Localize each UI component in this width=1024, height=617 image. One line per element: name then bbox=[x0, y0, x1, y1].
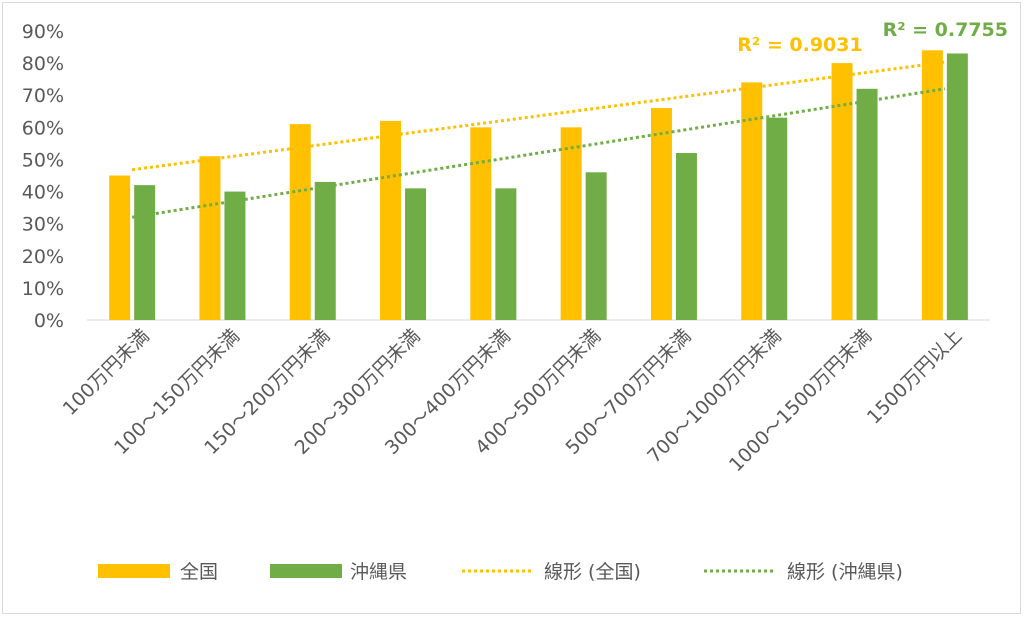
bar-okinawa bbox=[766, 117, 788, 320]
r2-label-okinawa: R² = 0.7755 bbox=[883, 19, 1008, 41]
y-tick-label: 80% bbox=[22, 53, 64, 75]
bar-okinawa bbox=[314, 181, 336, 320]
bar-national bbox=[199, 156, 221, 320]
legend-swatch bbox=[270, 564, 342, 578]
bar-okinawa bbox=[224, 191, 246, 320]
legend-label: 沖縄県 bbox=[350, 561, 407, 583]
bar-okinawa bbox=[675, 153, 697, 320]
bar-national bbox=[741, 82, 763, 320]
bar-national bbox=[921, 50, 943, 321]
legend-swatch bbox=[98, 564, 170, 578]
bar-national bbox=[560, 127, 582, 320]
bar-okinawa bbox=[946, 53, 968, 320]
y-tick-label: 60% bbox=[22, 117, 64, 139]
bar-national bbox=[380, 120, 402, 321]
y-tick-label: 10% bbox=[22, 278, 64, 300]
r2-label-national: R² = 0.9031 bbox=[737, 34, 862, 56]
bar-okinawa bbox=[495, 188, 517, 320]
legend-label: 線形 (沖縄県) bbox=[787, 561, 903, 583]
legend-label: 線形 (全国) bbox=[544, 561, 641, 583]
bar-national bbox=[109, 175, 131, 320]
x-tick-label: 1500万円以上 bbox=[863, 325, 966, 428]
y-tick-label: 40% bbox=[22, 182, 64, 204]
y-tick-label: 30% bbox=[22, 214, 64, 236]
bar-okinawa bbox=[134, 185, 156, 320]
legend-label: 全国 bbox=[180, 561, 218, 583]
y-tick-label: 0% bbox=[34, 310, 64, 332]
bar-national bbox=[831, 63, 853, 320]
trendline-okinawa bbox=[131, 87, 946, 219]
y-tick-label: 50% bbox=[22, 149, 64, 171]
y-tick-label: 20% bbox=[22, 246, 64, 268]
bar-national bbox=[289, 124, 311, 320]
bar-okinawa bbox=[585, 172, 607, 320]
bar-okinawa bbox=[856, 88, 878, 320]
trendline-national bbox=[131, 60, 946, 172]
bar-national bbox=[470, 127, 492, 320]
y-tick-label: 70% bbox=[22, 85, 64, 107]
bar-national bbox=[650, 108, 672, 320]
y-tick-label: 90% bbox=[22, 21, 64, 43]
bar-okinawa bbox=[405, 188, 427, 320]
x-tick-label: 100万円未満 bbox=[59, 325, 154, 420]
